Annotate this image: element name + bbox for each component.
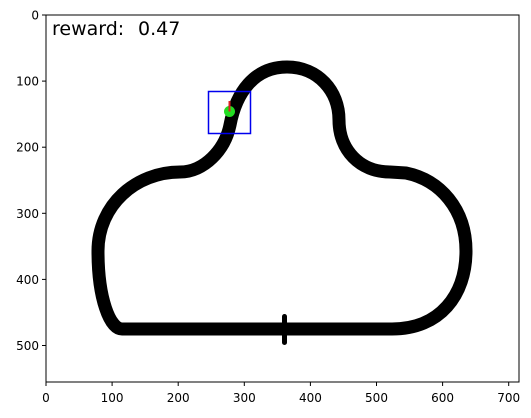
reward-value: 0.47 [138,18,180,40]
agent-view-box [207,90,252,135]
x-tick-label: 200 [167,391,190,405]
x-tick-label: 0 [42,391,50,405]
y-tick-label: 500 [16,339,39,353]
x-tick-label: 400 [299,391,322,405]
x-tick-label: 600 [431,391,454,405]
x-tick-label: 700 [497,391,520,405]
reward-label: reward: [52,18,124,40]
y-tick-label: 400 [16,273,39,287]
y-tick-label: 300 [16,207,39,221]
race-track [91,60,473,336]
y-tick-label: 200 [16,141,39,155]
y-tick-label: 0 [31,9,39,23]
x-tick-label: 500 [365,391,388,405]
finish-line-marker [282,314,287,345]
x-tick-label: 300 [233,391,256,405]
x-axis: 0 100 200 300 400 500 600 700 [42,382,520,405]
axes-frame [45,14,520,383]
y-axis: 0 100 200 300 400 500 [16,9,46,353]
x-tick-label: 100 [101,391,124,405]
y-tick-label: 100 [16,75,39,89]
